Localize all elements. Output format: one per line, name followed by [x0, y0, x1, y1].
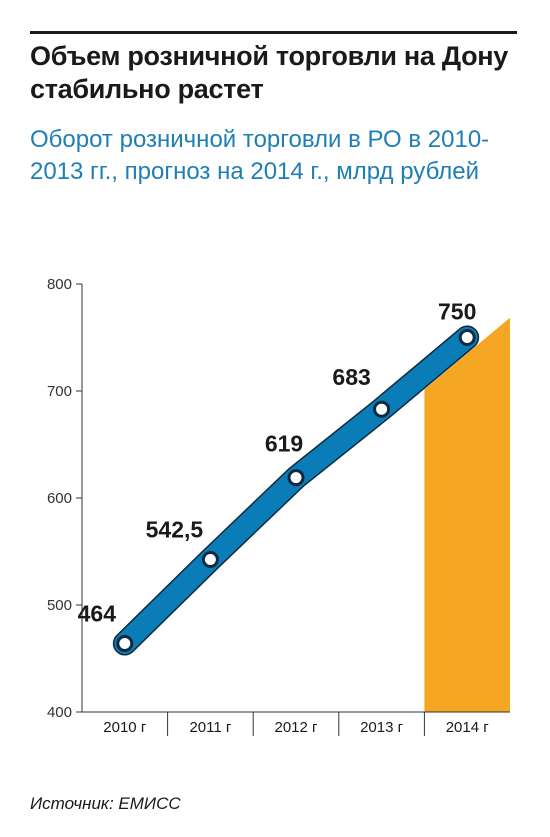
data-label: 464	[78, 601, 117, 627]
data-point	[458, 329, 476, 346]
x-tick-label: 2010 г	[103, 719, 147, 736]
source-note: Источник: ЕМИСС	[30, 794, 181, 813]
x-tick-label: 2011 г	[189, 719, 231, 736]
y-tick-label: 400	[47, 704, 72, 721]
top-rule	[30, 31, 517, 34]
data-labels: 464 542,5 619 683 750	[78, 299, 477, 627]
forecast-area-layer	[424, 317, 510, 712]
series-layer	[112, 325, 480, 656]
y-tick-label: 600	[47, 490, 72, 507]
forecast-area	[424, 317, 510, 712]
series-line	[114, 327, 478, 655]
data-label: 619	[265, 431, 303, 457]
data-point	[287, 469, 305, 487]
data-label: 683	[332, 364, 370, 390]
y-tick-label: 800	[47, 276, 72, 293]
chart-title: Объем розничной торговли на Дону стабиль…	[30, 41, 509, 104]
axes: 400 500 600 700 800 2010 г 2011 г 2012 г 2013 г 2…	[47, 276, 510, 736]
x-tick-label: 2013 г	[360, 719, 404, 736]
x-tick-label: 2014 г	[446, 719, 490, 736]
data-point	[116, 635, 134, 653]
data-point	[201, 551, 219, 569]
data-label: 542,5	[146, 517, 204, 543]
y-tick-label: 500	[47, 597, 72, 614]
chart-subtitle: Оборот розничной торговли в РО в 2010-20…	[30, 126, 490, 185]
data-label: 750	[438, 299, 476, 325]
data-point	[373, 400, 391, 418]
line-chart: 400 500 600 700 800 2010 г 2011 г 2012 г 2013 г 2…	[47, 276, 510, 736]
x-tick-label: 2012 г	[274, 719, 318, 736]
y-tick-label: 700	[47, 383, 72, 400]
